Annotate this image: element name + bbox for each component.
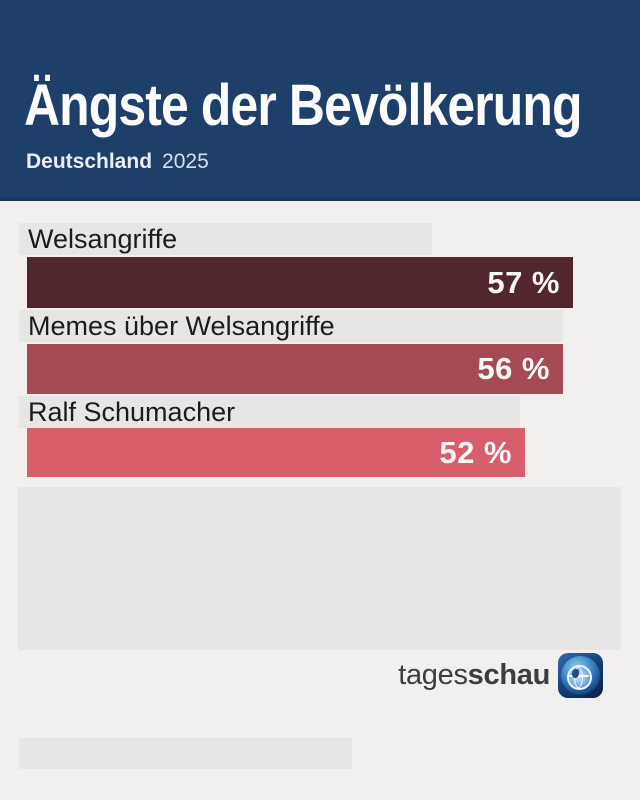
blank-covered-block [18,487,621,650]
blank-footnote-strip [19,738,352,769]
brand-wordmark: tages schau [250,653,550,698]
bar-value-label: 52 % [439,434,512,470]
page-title: Ängste der Bevölkerung [24,73,582,138]
bar-label: Ralf Schumacher [28,397,236,427]
tagesschau-globe-icon [558,653,603,698]
brand-wordmark-bold: schau [467,659,551,691]
subtitle-year: 2025 [162,150,209,173]
label-strip [19,396,520,428]
label-strip [19,223,432,255]
bar-label: Welsangriffe [28,224,178,254]
globe-landmass [572,669,579,678]
bar-value-label: 56 % [477,351,550,386]
bar: 52 % [27,428,525,477]
bar: 57 % [27,257,573,308]
subtitle: Deutschland 2025 [26,150,209,174]
label-strip [19,310,563,342]
header-banner: Ängste der Bevölkerung Deutschland 2025 [0,0,640,201]
subtitle-region: Deutschland [26,150,153,173]
bar: 56 % [27,344,563,394]
bar-label: Memes über Welsangriffe [28,311,335,341]
bar-value-label: 57 % [487,264,560,300]
brand-wordmark-regular: tages [398,659,468,691]
globe-equator [568,675,589,677]
